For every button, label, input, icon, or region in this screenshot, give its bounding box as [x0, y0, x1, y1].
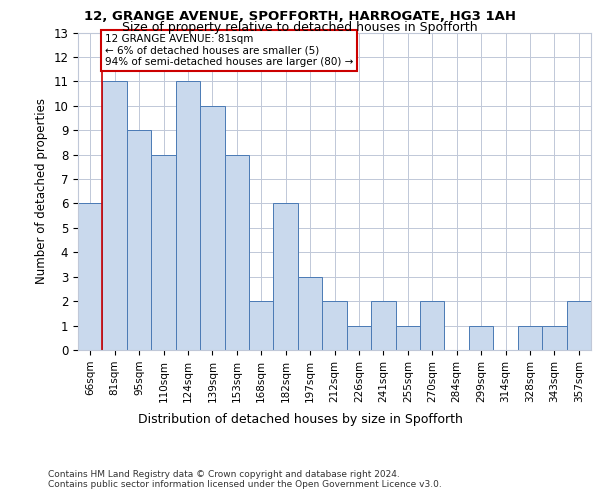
Text: Size of property relative to detached houses in Spofforth: Size of property relative to detached ho… — [122, 22, 478, 35]
Bar — [395, 326, 420, 350]
Bar — [176, 82, 200, 350]
Bar — [200, 106, 224, 350]
Bar — [542, 326, 566, 350]
Bar — [347, 326, 371, 350]
Text: 12, GRANGE AVENUE, SPOFFORTH, HARROGATE, HG3 1AH: 12, GRANGE AVENUE, SPOFFORTH, HARROGATE,… — [84, 10, 516, 23]
Bar — [371, 301, 395, 350]
Bar — [469, 326, 493, 350]
Bar — [566, 301, 591, 350]
Bar — [298, 276, 322, 350]
Bar — [224, 154, 249, 350]
Bar — [127, 130, 151, 350]
Bar — [322, 301, 347, 350]
Text: 12 GRANGE AVENUE: 81sqm
← 6% of detached houses are smaller (5)
94% of semi-deta: 12 GRANGE AVENUE: 81sqm ← 6% of detached… — [105, 34, 353, 67]
Bar — [274, 204, 298, 350]
Bar — [103, 82, 127, 350]
Bar — [249, 301, 274, 350]
Bar — [420, 301, 445, 350]
Bar — [78, 204, 103, 350]
Text: Contains public sector information licensed under the Open Government Licence v3: Contains public sector information licen… — [48, 480, 442, 489]
Y-axis label: Number of detached properties: Number of detached properties — [35, 98, 48, 284]
Text: Distribution of detached houses by size in Spofforth: Distribution of detached houses by size … — [137, 412, 463, 426]
Text: Contains HM Land Registry data © Crown copyright and database right 2024.: Contains HM Land Registry data © Crown c… — [48, 470, 400, 479]
Bar — [518, 326, 542, 350]
Bar — [151, 154, 176, 350]
